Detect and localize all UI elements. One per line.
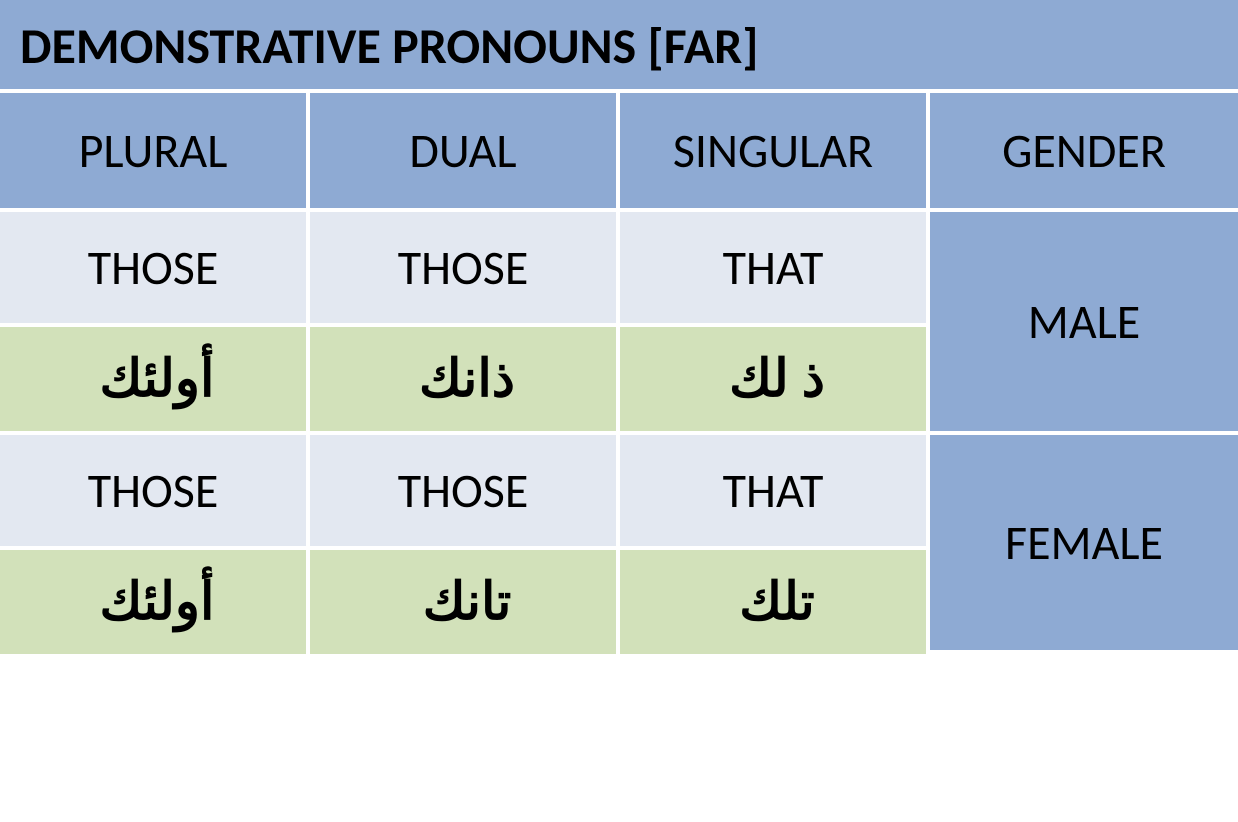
header-gender: GENDER (930, 93, 1238, 212)
female-dual-arabic: تانك (310, 550, 620, 654)
male-plural-arabic: أولئك (0, 327, 310, 435)
male-dual-english: THOSE (310, 212, 620, 327)
pronoun-table: DEMONSTRATIVE PRONOUNS [FAR] PLURAL DUAL… (0, 0, 1238, 654)
header-plural: PLURAL (0, 93, 310, 212)
header-row: PLURAL DUAL SINGULAR GENDER (0, 93, 1238, 212)
male-english-row: THOSE THOSE THAT MALE (0, 212, 1238, 327)
female-singular-english: THAT (620, 435, 930, 550)
male-dual-arabic: ذانك (310, 327, 620, 435)
female-dual-english: THOSE (310, 435, 620, 550)
male-singular-arabic: ذ لك (620, 327, 930, 435)
gender-male: MALE (930, 212, 1238, 435)
gender-female: FEMALE (930, 435, 1238, 654)
female-singular-arabic: تلك (620, 550, 930, 654)
table-title: DEMONSTRATIVE PRONOUNS [FAR] (0, 0, 1238, 93)
female-plural-arabic: أولئك (0, 550, 310, 654)
female-plural-english: THOSE (0, 435, 310, 550)
female-english-row: THOSE THOSE THAT FEMALE (0, 435, 1238, 550)
male-plural-english: THOSE (0, 212, 310, 327)
header-dual: DUAL (310, 93, 620, 212)
male-singular-english: THAT (620, 212, 930, 327)
title-row: DEMONSTRATIVE PRONOUNS [FAR] (0, 0, 1238, 93)
header-singular: SINGULAR (620, 93, 930, 212)
